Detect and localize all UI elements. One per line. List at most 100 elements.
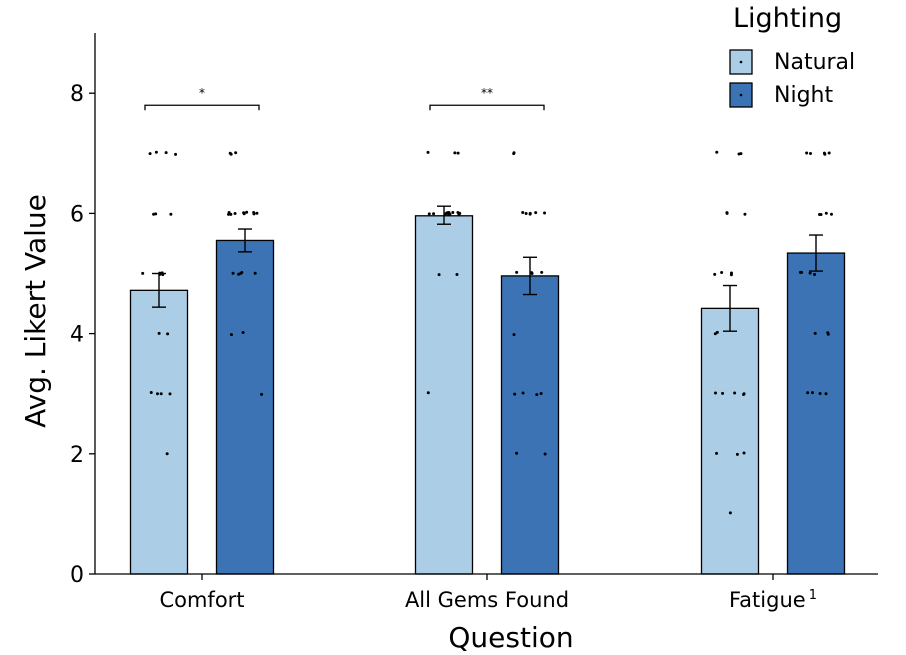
data-point	[446, 210, 450, 214]
data-point	[827, 151, 831, 155]
y-tick-label: 4	[70, 323, 84, 348]
data-point	[426, 391, 430, 395]
data-point	[813, 331, 817, 335]
data-point	[426, 150, 430, 154]
data-point	[155, 392, 159, 396]
data-point	[458, 211, 462, 215]
significance-label: *	[199, 86, 205, 100]
data-point	[521, 391, 525, 395]
data-point	[432, 212, 436, 216]
data-point	[260, 392, 264, 396]
data-point	[521, 211, 525, 215]
data-point	[229, 212, 233, 216]
y-ticks: 0 2 4 6 8	[70, 82, 95, 588]
data-point	[242, 212, 246, 216]
points-layer	[141, 150, 833, 515]
data-point	[543, 211, 547, 215]
data-point	[805, 151, 809, 155]
bar-night	[786, 252, 846, 575]
data-point	[733, 391, 737, 395]
data-point	[165, 452, 169, 456]
data-point	[721, 391, 725, 395]
data-point	[455, 273, 459, 277]
data-point	[735, 452, 739, 456]
legend-label-natural: Natural	[774, 50, 855, 75]
data-point	[713, 391, 717, 395]
data-point	[713, 272, 717, 276]
legend-label-night: Night	[774, 83, 833, 108]
data-point	[427, 212, 431, 216]
y-tick-label: 0	[70, 563, 84, 588]
data-point	[154, 150, 158, 154]
data-point	[252, 210, 256, 214]
data-point	[534, 211, 538, 215]
bar-natural	[129, 289, 189, 575]
data-point	[228, 151, 232, 155]
data-point	[239, 271, 243, 275]
data-point	[528, 212, 532, 216]
bar-natural	[414, 215, 474, 575]
data-point	[231, 271, 235, 275]
data-point	[453, 151, 457, 155]
data-point	[233, 212, 237, 216]
data-point	[798, 270, 802, 274]
legend: Lighting Natural Night	[729, 3, 855, 108]
data-point	[808, 271, 812, 275]
data-point	[813, 272, 817, 276]
data-point	[818, 212, 822, 216]
data-point	[149, 391, 153, 395]
y-tick-label: 8	[70, 82, 84, 107]
data-point	[540, 270, 544, 274]
data-point	[515, 451, 519, 455]
data-point	[824, 392, 828, 396]
data-point	[818, 391, 822, 395]
category-label: Fatigue 1	[729, 588, 817, 612]
data-point	[720, 271, 724, 275]
y-tick-label: 6	[70, 202, 84, 227]
data-point	[512, 333, 516, 337]
data-point	[159, 392, 163, 396]
data-point	[823, 152, 827, 156]
data-point	[234, 151, 238, 155]
y-axis-title: Avg. Likert Value	[19, 194, 52, 428]
data-point	[515, 270, 519, 274]
data-point	[152, 212, 156, 216]
data-point	[824, 211, 828, 215]
data-point	[148, 152, 152, 156]
data-point	[451, 210, 455, 214]
data-point	[157, 331, 161, 335]
x-categories: Comfort All Gems Found Fatigue 1	[159, 574, 817, 612]
data-point	[141, 271, 145, 275]
significance-label: **	[481, 86, 493, 100]
data-point	[456, 151, 460, 155]
significance-bracket	[144, 104, 260, 111]
data-point	[808, 152, 812, 156]
data-point	[729, 271, 733, 275]
data-point	[543, 452, 547, 456]
legend-title: Lighting	[733, 3, 842, 34]
data-point	[168, 392, 172, 396]
data-point	[715, 150, 719, 154]
data-point	[715, 451, 719, 455]
data-point	[166, 332, 170, 336]
data-point	[174, 152, 178, 156]
data-point	[742, 392, 746, 396]
data-point	[229, 333, 233, 337]
data-point	[255, 211, 259, 215]
data-point	[737, 152, 741, 156]
data-point	[530, 271, 534, 275]
data-point	[512, 151, 516, 155]
data-point	[524, 211, 528, 215]
data-point	[743, 212, 747, 216]
bar-night	[500, 275, 560, 575]
data-point	[539, 391, 543, 395]
legend-swatch-dot	[739, 93, 743, 97]
legend-swatch-dot	[739, 60, 743, 64]
category-label: Comfort	[159, 588, 244, 612]
data-point	[437, 273, 441, 277]
data-point	[810, 391, 814, 395]
error-bars-layer	[152, 205, 823, 332]
bar-night	[215, 239, 275, 575]
data-point	[513, 392, 517, 396]
